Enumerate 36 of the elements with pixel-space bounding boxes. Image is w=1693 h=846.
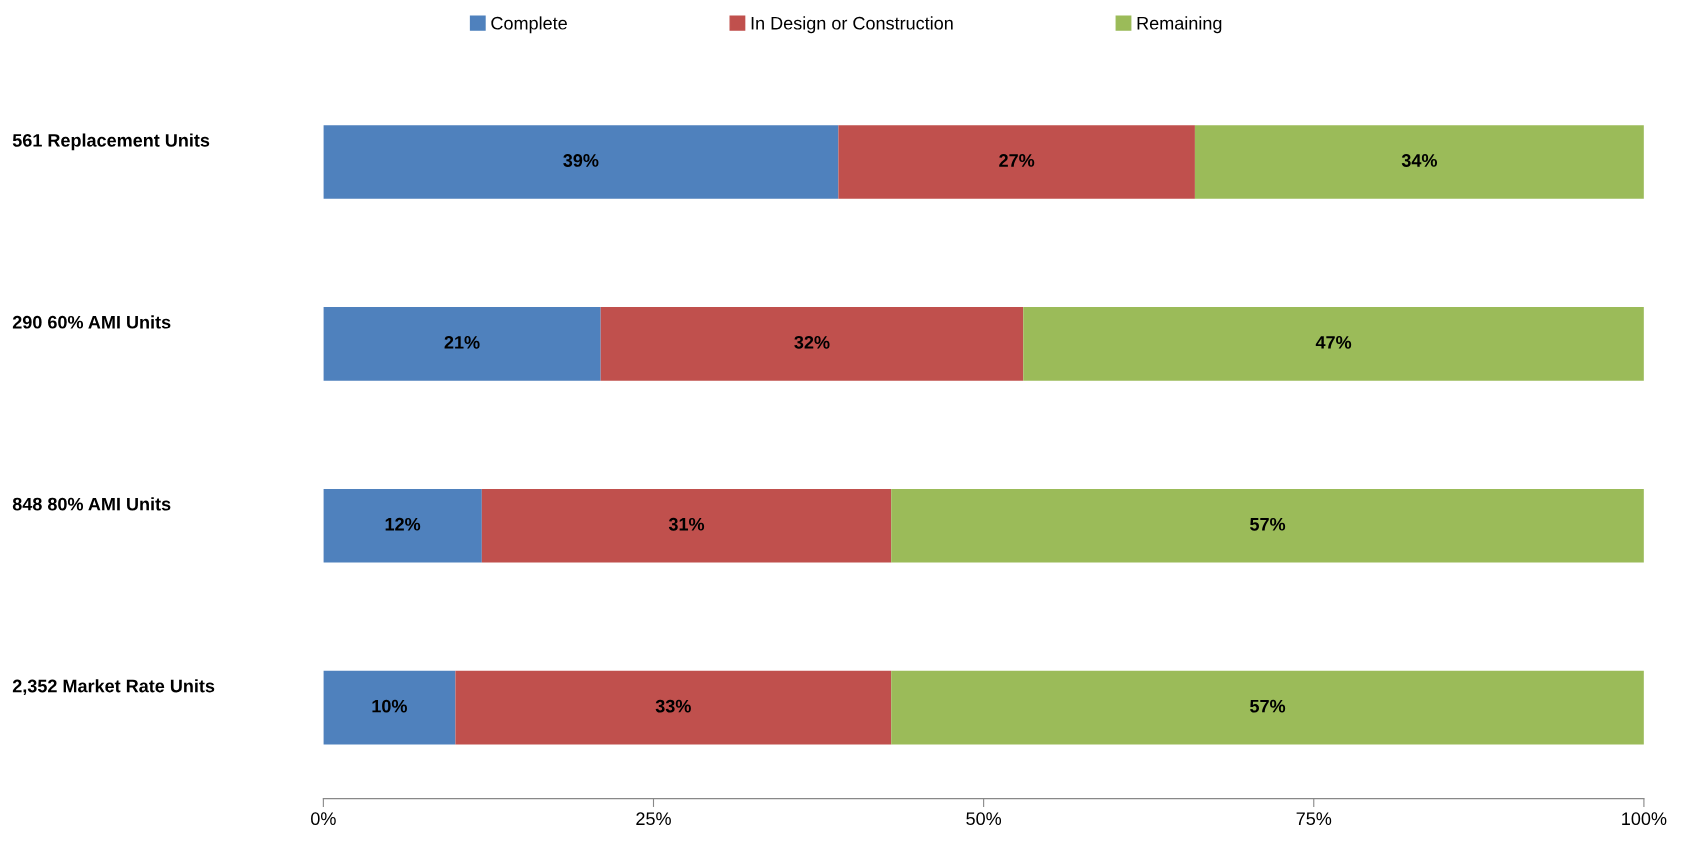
x-tick-label: 100% [1622, 812, 1667, 826]
bar [600, 307, 1024, 381]
data-label: 47% [1315, 336, 1352, 349]
data-label: 39% [563, 154, 599, 167]
y-tick-label: 561 Replacement Units [12, 133, 210, 151]
data-label: 57% [1250, 699, 1286, 713]
data-label: 32% [794, 335, 830, 349]
bar [323, 125, 839, 199]
bar [323, 307, 601, 381]
legend-label: Complete [491, 16, 567, 34]
x-tick-label: 25% [636, 812, 671, 826]
y-tick-label: 2,352 Market Rate Units [12, 679, 215, 696]
legend-label: Remaining [1137, 16, 1222, 34]
x-tick-label: 50% [966, 812, 1002, 826]
data-label: 10% [372, 699, 407, 713]
y-tick-label: 290 60% AMI Units [12, 315, 171, 329]
bar [455, 670, 892, 745]
data-label: 34% [1401, 154, 1437, 167]
data-label: 33% [655, 699, 691, 713]
x-tick-label: 75% [1296, 812, 1332, 826]
legend-label: In Design or Construction [751, 16, 953, 34]
bar [323, 488, 482, 563]
x-tick-label: 0% [311, 812, 336, 826]
bar [838, 125, 1195, 199]
bar [323, 670, 456, 745]
bar [1194, 125, 1644, 199]
data-label: 31% [668, 517, 705, 531]
bar [1023, 307, 1644, 381]
data-label: 21% [444, 335, 480, 349]
data-label: 57% [1250, 517, 1286, 531]
data-label: 12% [385, 517, 421, 531]
y-tick-label: 848 80% AMI Units [12, 497, 171, 511]
bar [891, 670, 1644, 745]
bar [481, 488, 892, 563]
bar [891, 488, 1644, 563]
data-label: 27% [999, 154, 1035, 167]
